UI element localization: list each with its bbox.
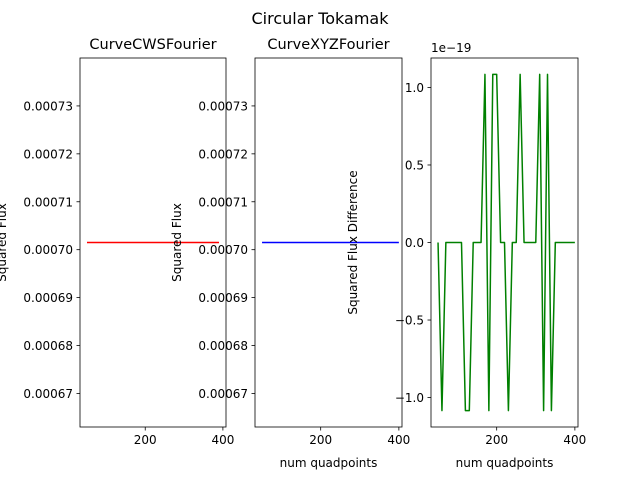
x-tick-label: 400 [211, 433, 234, 447]
y-tick-label: 0.00071 [198, 195, 248, 209]
y-tick-label: 0.00071 [23, 195, 73, 209]
x-tick-label: 200 [309, 433, 332, 447]
series-line-1 [437, 73, 575, 412]
chart-panel-1: 200 400 0.00067 0.00068 0.00069 0.00070 0.0007… [0, 37, 234, 447]
y-offset-text: 1e−19 [431, 41, 471, 55]
y-tick-label: 0.00069 [198, 291, 248, 305]
y-axis-label: Squared Flux [170, 203, 184, 282]
axes-frame [254, 57, 403, 428]
chart-title: CurveXYZFourier [267, 37, 389, 53]
x-tick-label: 200 [134, 433, 157, 447]
x-tick-label: 400 [387, 433, 410, 447]
y-tick-label: 0.00073 [198, 99, 248, 113]
y-tick-label: 0.00070 [198, 243, 248, 257]
y-tick-label: 0.00070 [23, 243, 73, 257]
x-axis-label: num quadpoints [280, 456, 378, 470]
chart-panel-2: 200 400 0.00067 0.00068 0.00069 0.00070 0.0007… [170, 37, 410, 470]
y-tick-label: 0.00072 [198, 147, 248, 161]
x-tick-label: 200 [485, 433, 508, 447]
x-tick-label: 400 [563, 433, 586, 447]
x-axis-label: num quadpoints [456, 456, 554, 470]
y-tick-label: 0.00069 [23, 291, 73, 305]
y-tick-label: 0.5 [405, 158, 424, 172]
y-tick-label: 0.00073 [23, 99, 73, 113]
y-tick-label: 0.00068 [198, 339, 248, 353]
axes-frame [79, 57, 227, 428]
y-axis-label: Squared Flux [0, 203, 9, 282]
y-tick-label: 0.00067 [23, 387, 73, 401]
y-tick-label: −0.5 [395, 314, 424, 328]
y-tick-label: 0.0 [405, 236, 424, 250]
y-tick-label: 0.00068 [23, 339, 73, 353]
y-tick-label: 1.0 [405, 81, 424, 95]
y-tick-label: 0.00072 [23, 147, 73, 161]
y-tick-label: −1.0 [395, 391, 424, 405]
y-axis-label: Squared Flux Difference [346, 170, 360, 314]
chart-panel-3: 200 400 −1.0 −0.5 0.0 0.5 1.0 num quadpoints Squ… [346, 41, 586, 470]
chart-title: CurveCWSFourier [89, 37, 216, 53]
figure-suptitle: Circular Tokamak [252, 9, 390, 28]
y-tick-label: 0.00067 [198, 387, 248, 401]
